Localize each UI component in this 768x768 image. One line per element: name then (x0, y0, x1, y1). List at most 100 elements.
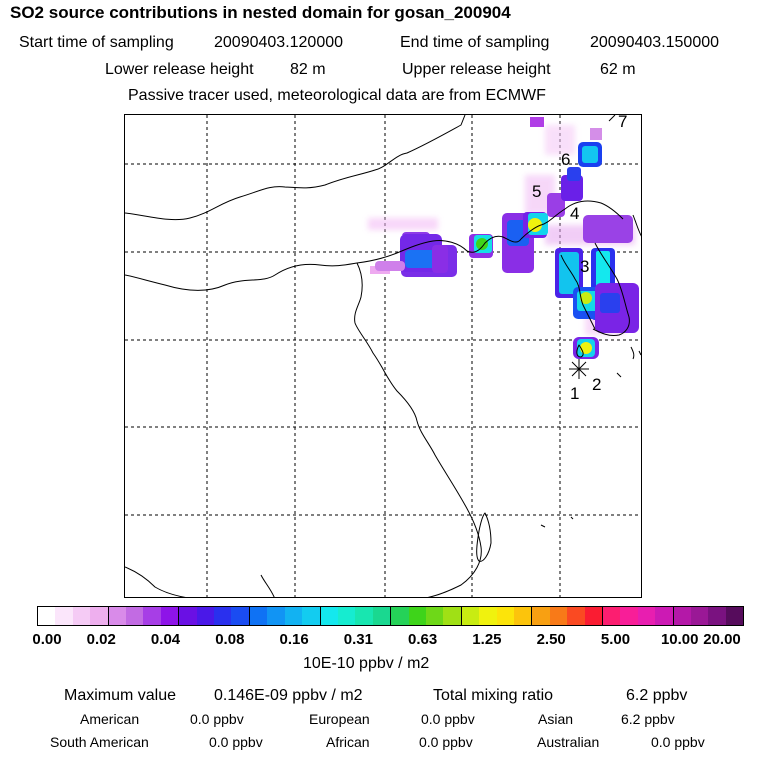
plume-cell (559, 252, 579, 294)
source-value-european: 0.0 ppbv (421, 711, 475, 727)
colorbar-cell (655, 607, 674, 625)
coastline (396, 235, 522, 254)
source-name-asian: Asian (538, 711, 574, 727)
coastline (632, 214, 641, 237)
coastline (560, 254, 596, 330)
colorbar-tick-label: 0.16 (279, 631, 309, 648)
colorbar-cell (479, 607, 497, 625)
max-value-label: Maximum value (64, 687, 177, 704)
end-time-label: End time of sampling (400, 34, 550, 51)
source-name-australian: Australian (537, 734, 600, 750)
colorbar-cell (249, 607, 268, 625)
source-value-south-american: 0.0 ppbv (209, 734, 263, 750)
source-name-european: European (309, 711, 370, 727)
total-mixing-label: Total mixing ratio (433, 687, 554, 704)
plume-cell (476, 238, 488, 250)
colorbar-cell (443, 607, 462, 625)
island-outline (616, 346, 641, 378)
coastline (354, 262, 482, 597)
colorbar-cell (461, 607, 480, 625)
plume-cell (596, 251, 610, 287)
plume-cell (582, 146, 598, 163)
colorbar-cell (320, 607, 338, 625)
lower-release-label: Lower release height (105, 61, 254, 78)
colorbar-cell (72, 607, 91, 625)
colorbar-tick-label: 0.04 (150, 631, 181, 648)
colorbar-cell (196, 607, 215, 625)
colorbar-cell (126, 607, 144, 625)
plume-cell (561, 175, 583, 201)
colorbar-cell (160, 607, 180, 625)
colorbar-tick-label: 0.00 (32, 631, 62, 648)
max-value: 0.146E-09 ppbv / m2 (214, 687, 363, 704)
colorbar-cell (372, 607, 392, 625)
end-time-value: 20090403.150000 (590, 34, 720, 51)
lower-release-value: 82 m (290, 61, 326, 78)
colorbar-cell (725, 607, 744, 625)
receptor-marker-stroke (571, 361, 587, 377)
colorbar-cell (55, 607, 73, 625)
plume-cell (528, 218, 542, 232)
plume-west-visible (375, 234, 448, 273)
colorbar-unit: 10E-10 ppbv / m2 (303, 655, 430, 672)
plume-layer (368, 117, 639, 359)
plume-halo-cell (545, 125, 575, 155)
tracer-note: Passive tracer used, meteorological data… (128, 87, 546, 104)
upper-release-label: Upper release height (402, 61, 551, 78)
jeju-outline (576, 344, 584, 358)
source-name-african: African (326, 734, 370, 750)
plume-cell (547, 193, 565, 217)
colorbar-cell (691, 607, 709, 625)
start-time-value: 20090403.120000 (214, 34, 344, 51)
colorbar-cell (284, 607, 303, 625)
border-line (260, 574, 275, 597)
marker-label-5: 5 (532, 182, 541, 201)
start-time-label: Start time of sampling (19, 34, 174, 51)
colorbar-cell (549, 607, 568, 625)
colorbar-cell (179, 607, 197, 625)
colorbar-cell (302, 607, 321, 625)
colorbar-tick-label: 0.63 (408, 631, 438, 648)
source-value-asian: 6.2 ppbv (621, 711, 675, 727)
source-value-australian: 0.0 ppbv (651, 734, 705, 750)
receptor-marker (569, 359, 589, 379)
border-line (125, 115, 466, 221)
colorbar-tick-label: 0.02 (86, 631, 116, 648)
colorbar-cell (108, 607, 127, 625)
colorbar-cell (708, 607, 726, 625)
plume-cell (580, 292, 592, 304)
colorbar-tick-label: 2.50 (536, 631, 566, 648)
source-value-african: 0.0 ppbv (419, 734, 473, 750)
colorbar-cell (620, 607, 638, 625)
coastline (125, 566, 186, 597)
coastline (592, 242, 630, 336)
colorbar-cell (214, 607, 232, 625)
colorbar-tick-label: 1.25 (472, 631, 502, 648)
map-panel: 1 2 3 4 5 6 7 (124, 114, 642, 598)
plume-cell (375, 261, 405, 271)
colorbar-cell (513, 607, 533, 625)
colorbar-cell (584, 607, 603, 625)
border-line (125, 252, 398, 291)
marker-label-1: 1 (570, 384, 579, 403)
colorbar-cell (425, 607, 444, 625)
source-name-american: American (80, 711, 140, 727)
island-outline (540, 516, 574, 528)
coastlines (125, 115, 641, 597)
total-mixing-value: 6.2 ppbv (626, 687, 688, 704)
colorbar-cell (532, 607, 550, 625)
colorbar-cell (38, 607, 56, 625)
colorbar-tick-label: 5.00 (600, 631, 631, 648)
colorbar-tick-label: 20.00 (703, 631, 741, 648)
border-line (520, 200, 624, 240)
colorbar-cell (567, 607, 585, 625)
marker-label-6: 6 (561, 150, 570, 169)
colorbar-tick-label: 0.31 (343, 631, 373, 648)
plume-cell (567, 167, 581, 181)
marker-label-2: 2 (592, 375, 601, 394)
plume-cell (580, 342, 592, 354)
map-canvas: 1 2 3 4 5 6 7 (125, 115, 641, 597)
colorbar-cell (337, 607, 356, 625)
colorbar-cell (90, 607, 109, 625)
plume-cell (432, 245, 448, 273)
